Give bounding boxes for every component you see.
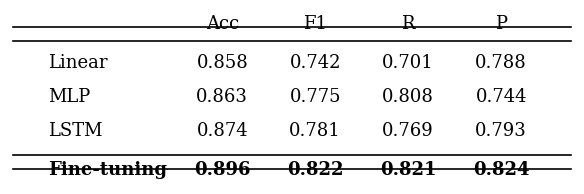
Text: MLP: MLP bbox=[48, 88, 90, 106]
Text: 0.788: 0.788 bbox=[475, 54, 527, 72]
Text: 0.874: 0.874 bbox=[196, 122, 248, 140]
Text: 0.808: 0.808 bbox=[383, 88, 434, 106]
Text: 0.775: 0.775 bbox=[290, 88, 341, 106]
Text: 0.701: 0.701 bbox=[383, 54, 434, 72]
Text: 0.742: 0.742 bbox=[290, 54, 341, 72]
Text: 0.821: 0.821 bbox=[380, 161, 436, 179]
Text: 0.822: 0.822 bbox=[287, 161, 343, 179]
Text: 0.793: 0.793 bbox=[475, 122, 527, 140]
Text: R: R bbox=[401, 15, 415, 33]
Text: Fine-tuning: Fine-tuning bbox=[48, 161, 167, 179]
Text: P: P bbox=[495, 15, 507, 33]
Text: Acc: Acc bbox=[206, 15, 239, 33]
Text: 0.781: 0.781 bbox=[290, 122, 341, 140]
Text: Linear: Linear bbox=[48, 54, 107, 72]
Text: 0.858: 0.858 bbox=[196, 54, 248, 72]
Text: 0.863: 0.863 bbox=[196, 88, 248, 106]
Text: LSTM: LSTM bbox=[48, 122, 102, 140]
Text: 0.824: 0.824 bbox=[473, 161, 530, 179]
Text: F1: F1 bbox=[303, 15, 327, 33]
Text: 0.744: 0.744 bbox=[475, 88, 527, 106]
Text: 0.769: 0.769 bbox=[383, 122, 434, 140]
Text: 0.896: 0.896 bbox=[194, 161, 251, 179]
